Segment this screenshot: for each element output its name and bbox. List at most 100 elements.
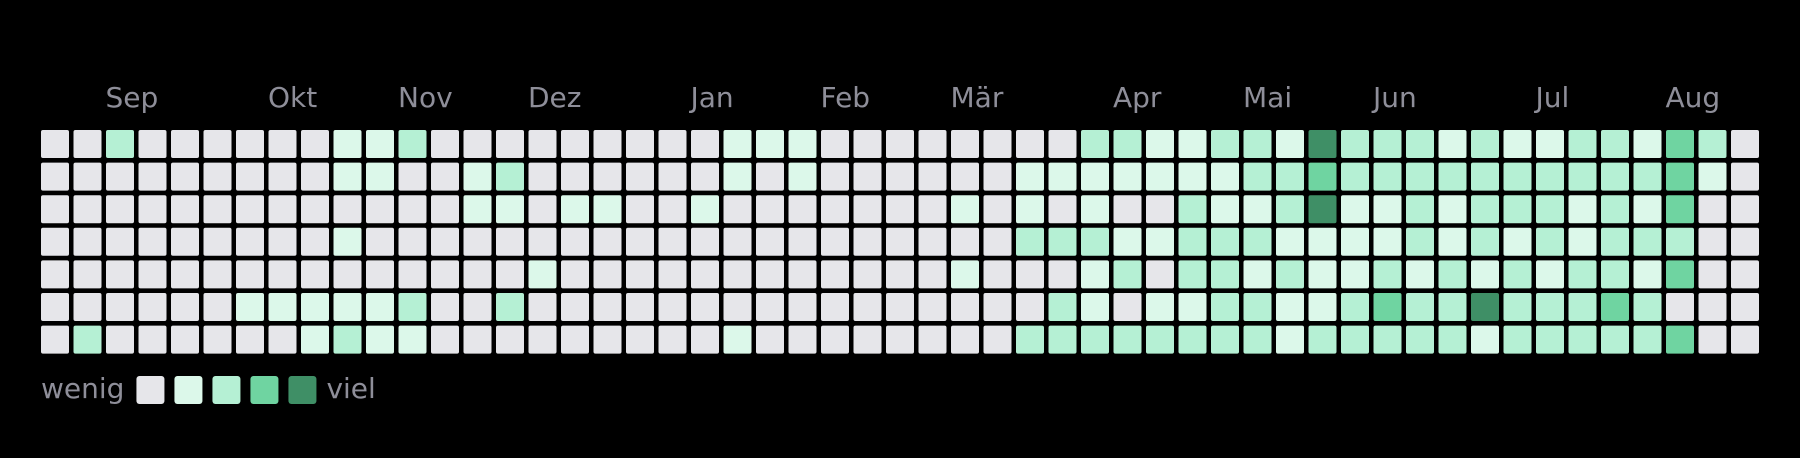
day-cell — [138, 325, 167, 354]
day-cell — [756, 260, 784, 289]
day-cell — [528, 195, 557, 224]
day-cell — [1341, 260, 1369, 289]
day-cell — [1471, 195, 1499, 224]
day-cell — [1601, 260, 1629, 289]
day-cell — [203, 293, 232, 321]
day-cell — [496, 227, 524, 256]
day-cell — [853, 260, 882, 289]
day-cell — [106, 195, 134, 224]
day-cell — [463, 227, 492, 256]
day-cell — [1731, 195, 1759, 224]
day-cell — [723, 195, 752, 224]
legend-swatch — [174, 376, 203, 404]
day-cell — [788, 195, 817, 224]
day-cell — [333, 293, 362, 321]
legend-swatch — [250, 376, 279, 404]
day-cell — [171, 325, 199, 354]
day-cell — [1666, 195, 1694, 224]
day-cell — [496, 260, 524, 289]
day-cell — [106, 227, 134, 256]
day-cell — [821, 325, 849, 354]
day-cell — [138, 227, 167, 256]
day-cell — [366, 227, 394, 256]
day-cell — [918, 130, 947, 158]
day-cell — [1438, 130, 1467, 158]
day-cell — [951, 260, 979, 289]
day-cell — [1568, 162, 1597, 191]
day-cell — [1503, 260, 1532, 289]
day-cell — [561, 325, 589, 354]
day-cell — [528, 162, 557, 191]
day-cell — [1113, 227, 1142, 256]
day-cell — [1146, 162, 1174, 191]
day-cell — [268, 227, 297, 256]
day-cell — [1178, 293, 1207, 321]
day-cell — [788, 227, 817, 256]
day-cell — [626, 130, 654, 158]
day-cell — [1308, 195, 1337, 224]
day-cell — [1666, 130, 1694, 158]
day-cell — [723, 130, 752, 158]
day-cell — [333, 195, 362, 224]
day-cell — [756, 195, 784, 224]
day-cell — [1503, 195, 1532, 224]
day-cell — [593, 162, 622, 191]
day-cell — [496, 195, 524, 224]
day-cell — [723, 162, 752, 191]
day-cell — [431, 195, 459, 224]
day-cell — [1146, 195, 1174, 224]
day-cell — [853, 227, 882, 256]
day-cell — [1211, 130, 1239, 158]
day-cell — [333, 325, 362, 354]
day-cell — [528, 325, 557, 354]
day-cell — [203, 130, 232, 158]
day-cell — [1666, 227, 1694, 256]
day-cell — [853, 195, 882, 224]
day-cell — [821, 162, 849, 191]
day-cell — [626, 325, 654, 354]
day-cell — [1601, 325, 1629, 354]
day-cell — [691, 325, 719, 354]
day-cell — [41, 130, 69, 158]
day-cell — [1633, 293, 1662, 321]
day-cell — [236, 195, 264, 224]
day-cell — [756, 130, 784, 158]
day-cell — [788, 293, 817, 321]
day-cell — [1113, 293, 1142, 321]
day-cell — [1146, 293, 1174, 321]
day-cell — [1568, 260, 1597, 289]
month-label: Dez — [528, 81, 581, 114]
day-cell — [1341, 195, 1369, 224]
day-cell — [1406, 227, 1434, 256]
day-cell — [1373, 293, 1402, 321]
day-cell — [691, 130, 719, 158]
day-cell — [106, 130, 134, 158]
day-cell — [626, 162, 654, 191]
day-cell — [821, 130, 849, 158]
day-cell — [1243, 162, 1272, 191]
day-cell — [1178, 195, 1207, 224]
day-cell — [756, 162, 784, 191]
day-cell — [431, 260, 459, 289]
day-cell — [1438, 293, 1467, 321]
day-cell — [983, 195, 1012, 224]
day-cell — [593, 325, 622, 354]
legend-high: viel — [326, 372, 375, 405]
day-cell — [171, 162, 199, 191]
day-cell — [886, 130, 914, 158]
day-cell — [951, 293, 979, 321]
day-cell — [528, 293, 557, 321]
day-cell — [1276, 130, 1304, 158]
day-cell — [1341, 162, 1369, 191]
day-cell — [1633, 130, 1662, 158]
day-cell — [398, 293, 427, 321]
day-cell — [171, 195, 199, 224]
day-cell — [1211, 227, 1239, 256]
day-cell — [1503, 130, 1532, 158]
day-cell — [723, 293, 752, 321]
day-cell — [398, 130, 427, 158]
day-cell — [1471, 260, 1499, 289]
day-cell — [561, 162, 589, 191]
day-cell — [1113, 260, 1142, 289]
day-cell — [1211, 325, 1239, 354]
